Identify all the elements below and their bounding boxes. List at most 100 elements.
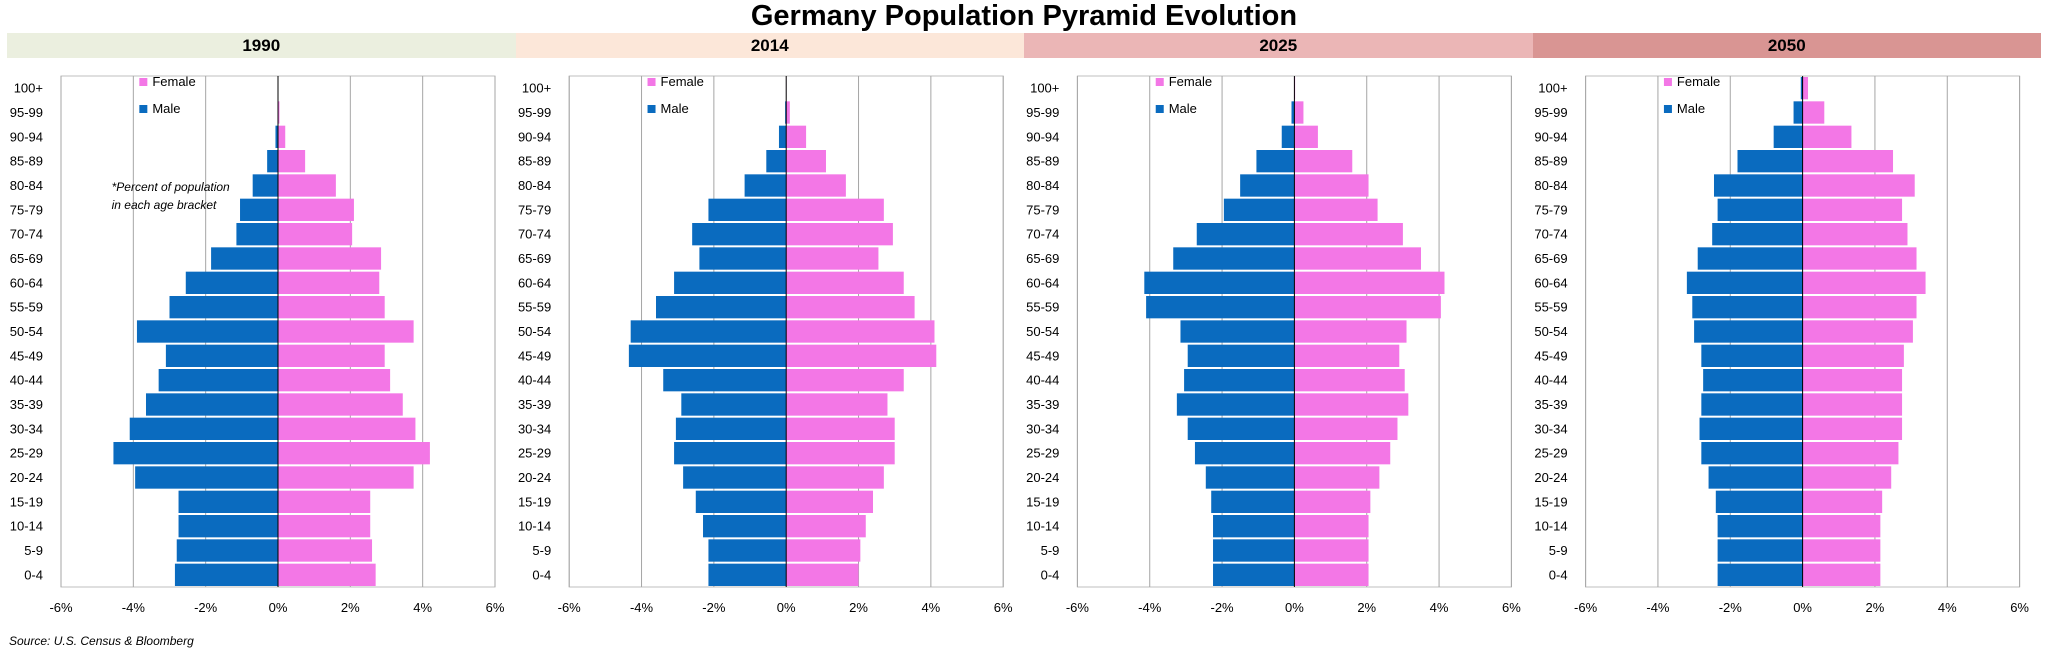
male-bar-2050-60-64	[1686, 271, 1803, 294]
age-label: 5-9	[1041, 543, 1060, 558]
age-label: 100+	[1538, 81, 1567, 96]
male-bar-2025-25-29	[1194, 442, 1295, 465]
female-bar-1990-40-44	[278, 369, 391, 392]
age-label: 20-24	[518, 470, 551, 485]
male-bar-2025-85-89	[1256, 150, 1295, 173]
x-tick-label: 6%	[1502, 600, 1521, 615]
female-bar-2014-55-59	[786, 296, 915, 319]
male-bar-2025-20-24	[1205, 466, 1295, 489]
female-bar-2025-80-84	[1294, 174, 1369, 197]
female-bar-2014-5-9	[786, 539, 861, 562]
female-bar-1990-85-89	[278, 150, 306, 173]
legend-female-label: Female	[661, 74, 704, 89]
female-bar-1990-70-74	[278, 223, 353, 246]
age-label: 30-34	[1534, 421, 1567, 436]
age-label: 100+	[522, 81, 551, 96]
age-label: 70-74	[10, 227, 43, 242]
male-bar-2025-10-14	[1213, 515, 1295, 538]
annotation-text: in each age bracket	[112, 198, 217, 212]
age-label: 15-19	[518, 494, 551, 509]
female-bar-2025-50-54	[1294, 320, 1407, 343]
female-bar-2050-20-24	[1802, 466, 1892, 489]
source-note: Source: U.S. Census & Bloomberg	[9, 634, 194, 648]
age-label: 75-79	[518, 202, 551, 217]
male-bar-2014-60-64	[674, 271, 787, 294]
panel-header-1990: 1990	[7, 33, 516, 58]
male-bar-2014-70-74	[692, 223, 787, 246]
female-bar-2050-60-64	[1802, 271, 1926, 294]
x-tick-label: -4%	[1646, 600, 1670, 615]
female-bar-2014-35-39	[786, 393, 888, 416]
x-tick-label: -6%	[1574, 600, 1598, 615]
age-label: 45-49	[1026, 348, 1059, 363]
age-label: 20-24	[1026, 470, 1059, 485]
male-bar-2050-15-19	[1715, 490, 1803, 513]
male-bar-2025-65-69	[1173, 247, 1295, 270]
x-tick-label: -6%	[1066, 600, 1090, 615]
female-bar-2014-70-74	[786, 223, 893, 246]
age-label: 5-9	[24, 543, 43, 558]
male-bar-2025-70-74	[1196, 223, 1295, 246]
male-bar-2050-55-59	[1692, 296, 1803, 319]
annotation-text: *Percent of population	[112, 180, 230, 194]
chart-title: Germany Population Pyramid Evolution	[750, 0, 1298, 32]
female-bar-1990-45-49	[278, 344, 385, 367]
female-bar-2050-80-84	[1802, 174, 1915, 197]
male-bar-2014-40-44	[663, 369, 787, 392]
male-bar-1990-15-19	[178, 490, 278, 513]
female-bar-2025-40-44	[1294, 369, 1405, 392]
x-tick-label: 4%	[1938, 600, 1957, 615]
age-label: 55-59	[518, 300, 551, 315]
x-tick-label: -2%	[1211, 600, 1235, 615]
male-bar-2025-90-94	[1281, 125, 1295, 148]
age-label: 70-74	[1534, 227, 1567, 242]
age-label: 80-84	[10, 178, 43, 193]
x-tick-label: 0%	[1793, 600, 1812, 615]
age-label: 40-44	[1534, 373, 1567, 388]
age-label: 95-99	[10, 105, 43, 120]
male-bar-1990-10-14	[178, 515, 278, 538]
female-bar-2050-90-94	[1802, 125, 1852, 148]
female-bar-2014-90-94	[786, 125, 807, 148]
x-tick-label: 6%	[994, 600, 1013, 615]
age-label: 60-64	[10, 275, 43, 290]
female-bar-2050-15-19	[1802, 490, 1883, 513]
age-label: 10-14	[1534, 519, 1567, 534]
x-tick-label: 2%	[1357, 600, 1376, 615]
x-tick-label: 2%	[1866, 600, 1885, 615]
age-label: 85-89	[1534, 154, 1567, 169]
male-bar-2050-45-49	[1701, 344, 1803, 367]
age-label: 15-19	[1534, 494, 1567, 509]
female-bar-2050-0-4	[1802, 563, 1881, 586]
age-label: 60-64	[518, 275, 551, 290]
legend-female-swatch	[139, 78, 148, 86]
female-bar-1990-65-69	[278, 247, 382, 270]
female-bar-2050-100+	[1802, 77, 1809, 100]
age-label: 35-39	[10, 397, 43, 412]
age-label: 50-54	[518, 324, 551, 339]
male-bar-2025-80-84	[1240, 174, 1295, 197]
age-label: 75-79	[1534, 202, 1567, 217]
female-bar-2025-30-34	[1294, 417, 1398, 440]
panel-header-2050: 2050	[1532, 33, 2041, 58]
male-bar-2014-90-94	[778, 125, 787, 148]
female-bar-1990-60-64	[278, 271, 380, 294]
male-bar-2050-10-14	[1717, 515, 1803, 538]
male-bar-1990-60-64	[185, 271, 278, 294]
x-tick-label: 4%	[921, 600, 940, 615]
male-bar-2025-0-4	[1213, 563, 1295, 586]
female-bar-2050-95-99	[1802, 101, 1825, 124]
age-label: 50-54	[1026, 324, 1059, 339]
age-label: 70-74	[1026, 227, 1059, 242]
male-bar-2050-80-84	[1713, 174, 1803, 197]
male-bar-2025-5-9	[1213, 539, 1295, 562]
female-bar-1990-25-29	[278, 442, 430, 465]
age-label: 45-49	[10, 348, 43, 363]
male-bar-2050-50-54	[1694, 320, 1803, 343]
legend-female-label: Female	[152, 74, 195, 89]
age-label: 25-29	[1026, 446, 1059, 461]
female-bar-2050-5-9	[1802, 539, 1881, 562]
female-bar-2025-85-89	[1294, 150, 1353, 173]
female-bar-1990-5-9	[278, 539, 373, 562]
age-label: 90-94	[1534, 129, 1567, 144]
